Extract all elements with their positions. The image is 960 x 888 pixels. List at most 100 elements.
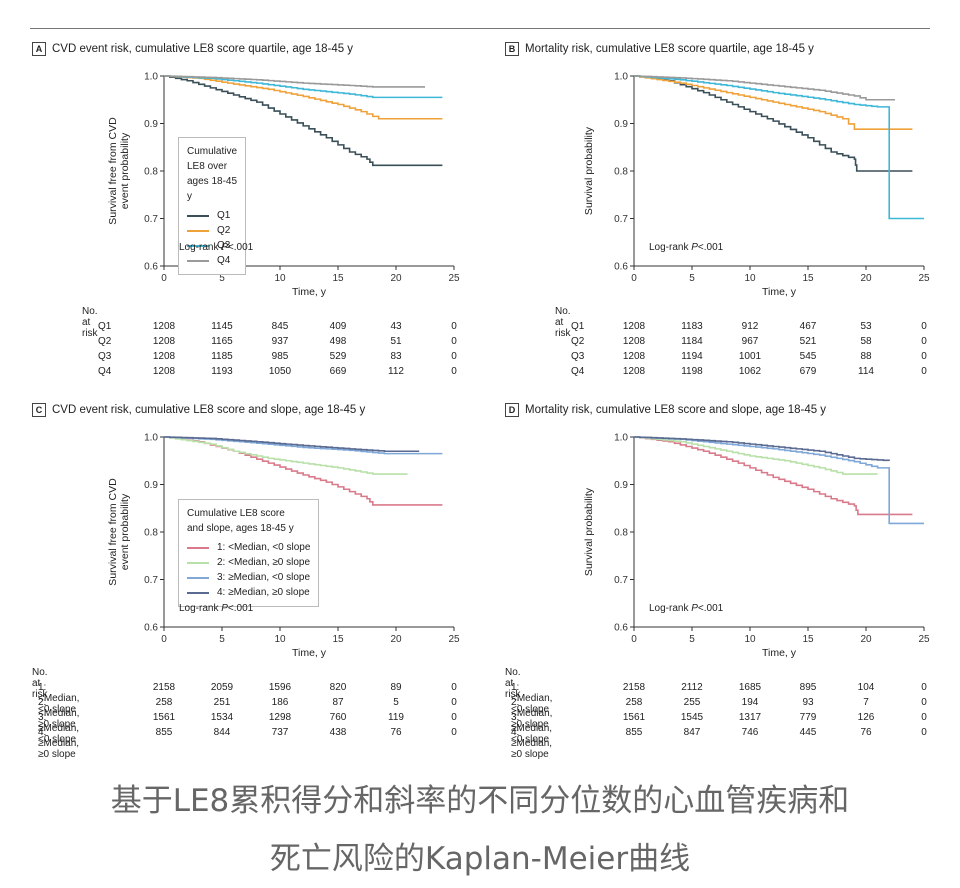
survival-curve-2 (634, 436, 878, 475)
y-tick-label: 0.9 (144, 119, 158, 130)
risk-cell: 83 (390, 351, 402, 362)
risk-cell: 119 (388, 712, 404, 723)
risk-cell: 967 (741, 336, 759, 347)
risk-cell: 2158 (152, 682, 176, 693)
risk-row-label: 4: ≥Median, ≥0 slope (38, 727, 80, 760)
x-tick-label: 5 (689, 273, 695, 284)
risk-cell: 5 (393, 697, 399, 708)
risk-cell: 1685 (738, 682, 762, 693)
x-axis-title: Time, y (762, 286, 797, 298)
x-tick-label: 0 (161, 634, 167, 645)
risk-row-label: Q4 (571, 366, 585, 377)
risk-cell: 937 (271, 336, 289, 347)
axes (633, 437, 924, 628)
risk-cell: 1208 (622, 321, 646, 332)
risk-cell: 186 (271, 697, 289, 708)
risk-cell: 669 (329, 366, 347, 377)
x-tick-label: 5 (219, 273, 225, 284)
y-axis-title: event probability (119, 493, 131, 570)
risk-row-label: 3: ≥Median, <0 slope (38, 712, 80, 745)
legend-label: 1: <Median, <0 slope (217, 542, 311, 553)
risk-cell: 1208 (622, 351, 646, 362)
legend-swatch (187, 259, 209, 262)
legend-swatch (187, 214, 209, 217)
risk-cell: 737 (271, 727, 289, 738)
survival-curve-2 (164, 75, 443, 120)
survival-curve-3 (164, 75, 443, 99)
risk-cell: 438 (329, 727, 347, 738)
x-tick-label: 0 (631, 634, 637, 645)
caption-line-1: 基于LE8累积得分和斜率的不同分位数的心血管疾病和 (110, 783, 850, 819)
risk-cell: 1208 (152, 351, 176, 362)
figure-caption: 基于LE8累积得分和斜率的不同分位数的心血管疾病和 死亡风险的Kaplan-Me… (0, 772, 960, 888)
risk-cell: 1208 (152, 336, 176, 347)
log-rank-note: Log-rank P<.001 (649, 603, 724, 614)
survival-curve-4 (164, 75, 425, 88)
risk-cell: 498 (329, 336, 347, 347)
caption-line-2: 死亡风险的Kaplan-Meier曲线 (269, 841, 691, 877)
log-rank-note: Log-rank P<.001 (179, 603, 254, 614)
legend-item: 4: ≥Median, ≥0 slope (187, 585, 310, 600)
risk-row-label: 1: <Median, <0 slope (38, 682, 80, 715)
legend-title: Cumulative LE8 over (187, 146, 238, 172)
legend-swatch (187, 229, 209, 232)
risk-row-label: Q1 (571, 321, 585, 332)
risk-table-header: No. at risk (505, 667, 521, 700)
y-tick-label: 0.9 (614, 119, 628, 130)
legend-label: 4: ≥Median, ≥0 slope (217, 587, 310, 598)
risk-cell: 0 (451, 727, 457, 738)
legend-label: Q2 (217, 225, 231, 236)
x-tick-label: 20 (860, 634, 872, 645)
risk-row-label: Q2 (571, 336, 585, 347)
risk-cell: 1208 (622, 366, 646, 377)
legend-item: 2: <Median, ≥0 slope (187, 555, 310, 570)
risk-cell: 126 (857, 712, 875, 723)
legend-swatch (187, 576, 209, 579)
risk-cell: 1208 (152, 321, 176, 332)
risk-cell: 0 (451, 321, 457, 332)
x-tick-label: 5 (219, 634, 225, 645)
risk-cell: 1165 (211, 336, 233, 347)
risk-cell: 0 (921, 366, 927, 377)
legend-label: Q1 (217, 210, 231, 221)
log-rank-note: Log-rank P<.001 (649, 242, 724, 253)
risk-cell: 51 (390, 336, 402, 347)
y-tick-label: 1.0 (144, 72, 158, 83)
y-tick-label: 0.9 (144, 480, 158, 491)
risk-cell: 760 (329, 712, 347, 723)
x-tick-label: 10 (744, 634, 756, 645)
risk-cell: 76 (860, 727, 872, 738)
risk-cell: 58 (860, 336, 872, 347)
risk-cell: 1545 (680, 712, 704, 723)
x-tick-label: 20 (860, 273, 872, 284)
risk-cell: 0 (921, 321, 927, 332)
risk-cell: 1062 (738, 366, 762, 377)
risk-cell: 1317 (738, 712, 762, 723)
km-plot: 0.6 0.7 0.8 0.9 1.0 0 5 10 15 20 25 Time, y Survival… (583, 433, 930, 660)
risk-cell: 1001 (738, 351, 762, 362)
y-axis-title: event probability (119, 132, 131, 209)
legend-label: 2: <Median, ≥0 slope (217, 557, 311, 568)
legend-item: Q4 (187, 253, 237, 268)
risk-cell: 2059 (210, 682, 234, 693)
y-axis-title: Survival probability (583, 126, 595, 215)
y-axis-title: Survival probability (583, 487, 595, 576)
legend-label: Q4 (217, 255, 231, 266)
y-tick-label: 1.0 (614, 72, 628, 83)
risk-cell: 0 (921, 727, 927, 738)
risk-row-label: 1: <Median, <0 slope (511, 682, 553, 715)
risk-cell: 855 (155, 727, 173, 738)
risk-cell: 7 (863, 697, 869, 708)
risk-cell: 53 (860, 321, 872, 332)
risk-cell: 76 (390, 727, 402, 738)
y-tick-label: 0.8 (614, 167, 628, 178)
risk-cell: 194 (741, 697, 759, 708)
legend-title: Cumulative LE8 score (187, 508, 285, 519)
risk-cell: 104 (857, 682, 875, 693)
y-tick-label: 0.9 (614, 480, 628, 491)
risk-row-label: Q1 (98, 321, 112, 332)
risk-cell: 529 (329, 351, 347, 362)
risk-row-label: Q3 (571, 351, 585, 362)
x-tick-label: 10 (274, 634, 286, 645)
risk-row-label: 2: <Median, ≥0 slope (38, 697, 80, 730)
